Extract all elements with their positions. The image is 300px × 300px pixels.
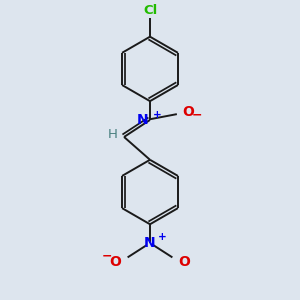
Text: H: H bbox=[108, 128, 118, 141]
Text: O: O bbox=[178, 255, 190, 269]
Text: N: N bbox=[144, 236, 156, 250]
Text: −: − bbox=[192, 109, 202, 122]
Text: O: O bbox=[110, 255, 122, 269]
Text: +: + bbox=[153, 110, 162, 120]
Text: Cl: Cl bbox=[143, 4, 157, 17]
Text: N: N bbox=[136, 113, 148, 127]
Text: +: + bbox=[158, 232, 167, 242]
Text: O: O bbox=[182, 105, 194, 119]
Text: −: − bbox=[102, 250, 112, 263]
